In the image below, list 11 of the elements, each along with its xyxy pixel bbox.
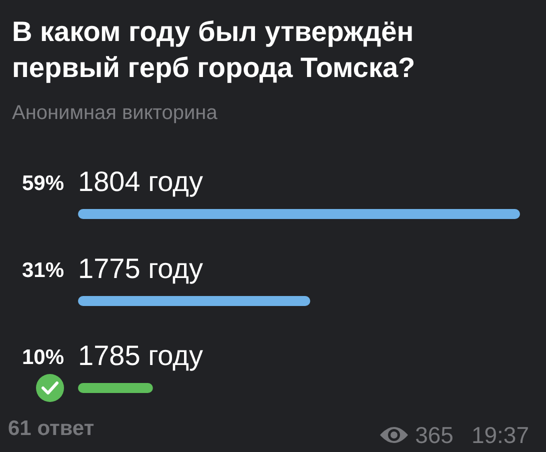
chart-title: В каком году был утверждён первый герб города Томска? xyxy=(12,15,416,85)
data-label: 10% xyxy=(22,346,64,369)
y-tick-label: 1785 году xyxy=(78,340,203,371)
data-label: 31% xyxy=(22,259,64,282)
data-label: 59% xyxy=(22,172,64,195)
y-tick-label: 1775 году xyxy=(78,253,203,284)
chart-subtitle: Анонимная викторина xyxy=(12,101,218,125)
y-tick-label: 1804 году xyxy=(78,166,203,197)
text: 365 xyxy=(415,422,454,448)
text: 19:37 xyxy=(471,422,529,448)
text: 61 ответ xyxy=(8,417,94,441)
